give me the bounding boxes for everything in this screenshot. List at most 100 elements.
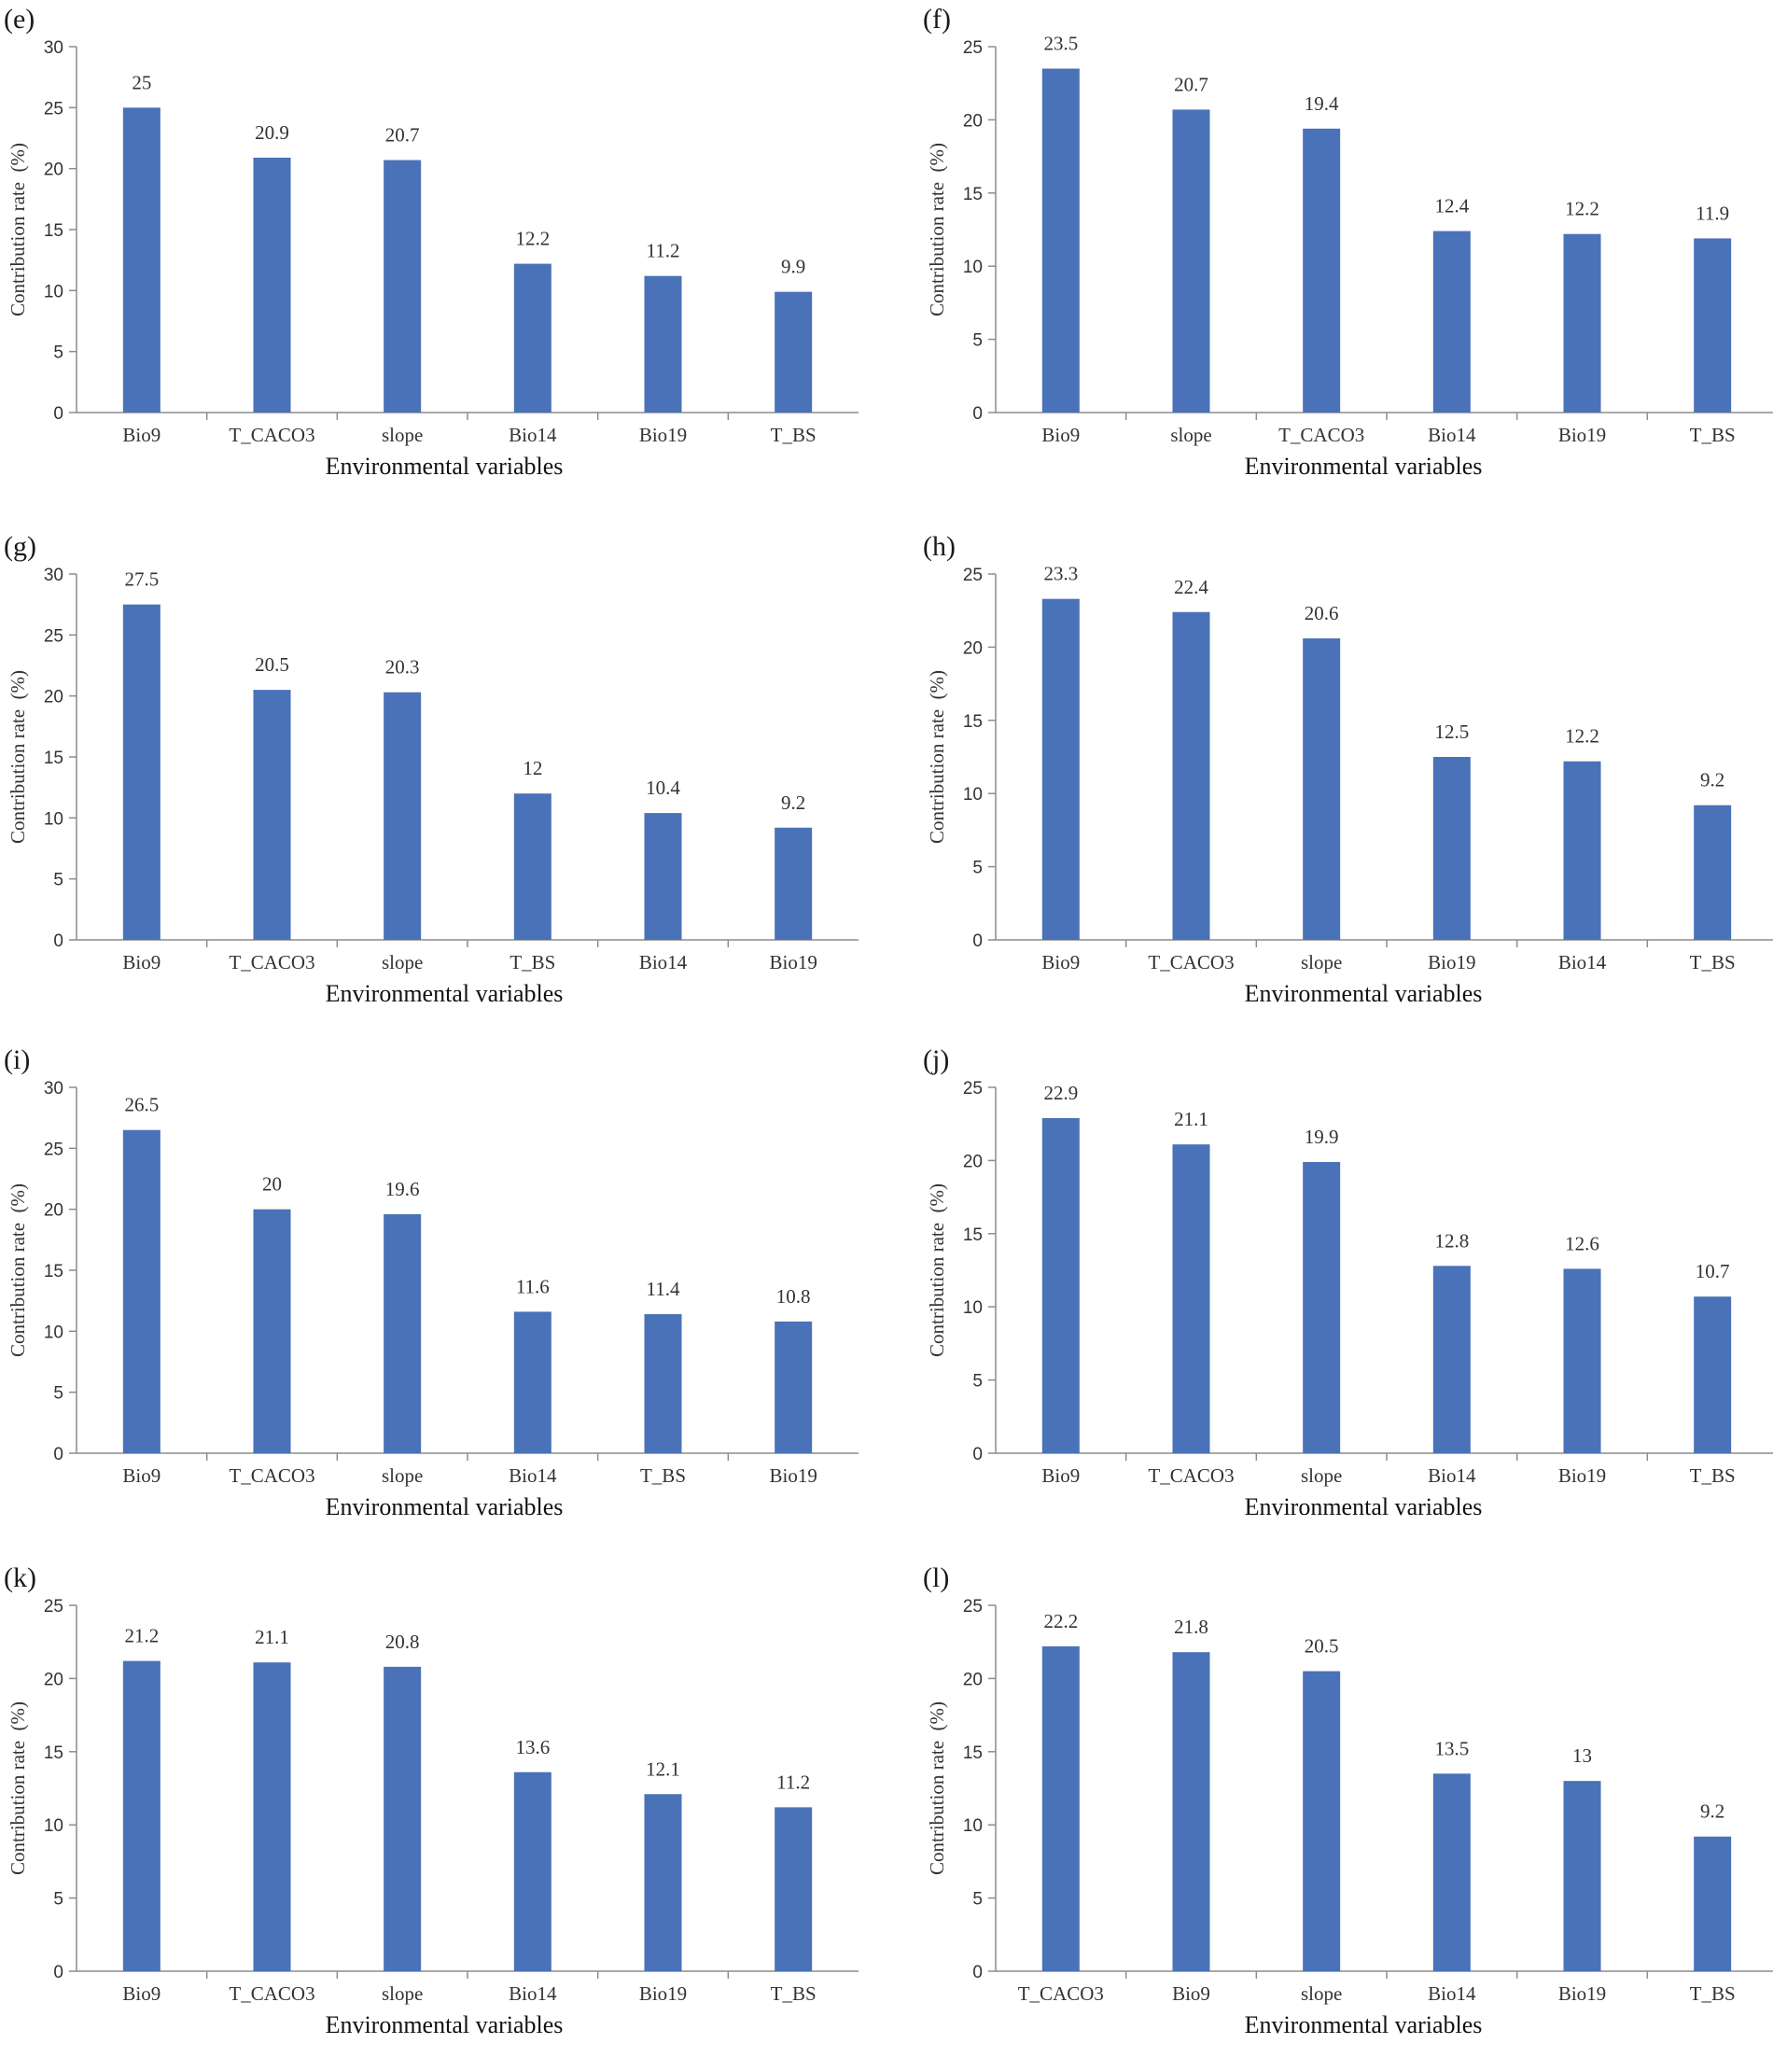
bar — [384, 692, 422, 940]
y-tick-label: 15 — [44, 1262, 63, 1281]
y-tick-label: 0 — [53, 404, 63, 424]
data-label: 9.2 — [1700, 1800, 1724, 1823]
y-tick-label: 5 — [972, 859, 983, 878]
data-label: 22.4 — [1174, 576, 1208, 598]
y-tick-label: 10 — [963, 1298, 983, 1318]
data-label: 13.5 — [1434, 1737, 1469, 1759]
data-label: 13.6 — [515, 1736, 550, 1758]
x-axis-title: Environmental variables — [326, 980, 564, 1007]
chart-panel: (i) 0 5 10 15 20 25 30 26.5 Bio9 20 T_CACO3 19.6 slop… — [0, 1041, 886, 1554]
category-label: Bio14 — [509, 1982, 557, 2005]
y-tick-label: 20 — [963, 638, 983, 658]
chart-panel: (j) 0 5 10 15 20 25 22.9 Bio9 21.1 T_CACO3 19.9 slop… — [919, 1041, 1773, 1554]
bar — [253, 1662, 291, 1971]
y-axis-unit: (%) — [7, 1183, 29, 1212]
chart-panel: (e) 0 5 10 15 20 25 30 25 Bio9 20.9 T_CACO3 20.7 slop… — [0, 0, 886, 513]
data-label: 25 — [132, 71, 151, 93]
bar — [1172, 611, 1210, 940]
y-tick-label: 15 — [963, 1743, 983, 1763]
y-axis-title: Contribution rate (%) — [7, 1183, 29, 1357]
chart-panel: (g) 0 5 10 15 20 25 30 27.5 Bio9 20.5 T_CACO3 20.3 sl… — [0, 527, 886, 1041]
y-tick-label: 20 — [963, 1670, 983, 1689]
data-label: 12.6 — [1565, 1232, 1599, 1254]
y-tick-label: 20 — [44, 1201, 63, 1221]
bar-chart: (f) 0 5 10 15 20 25 23.5 Bio9 20.7 slope 19.4 T_CACO… — [923, 4, 1773, 480]
bar — [122, 107, 161, 413]
chart-panel: (k) 0 5 10 15 20 25 21.2 Bio9 21.1 T_CACO3 20.8 slop… — [0, 1559, 886, 2072]
y-tick-label: 0 — [53, 931, 63, 951]
bar-chart: (e) 0 5 10 15 20 25 30 25 Bio9 20.9 T_CACO3 20.7 slop… — [4, 4, 859, 480]
y-tick-label: 15 — [44, 1743, 63, 1763]
bar — [1041, 68, 1080, 413]
category-label: T_BS — [1690, 1464, 1736, 1487]
y-tick-label: 25 — [44, 1140, 63, 1159]
y-axis-title: Contribution rate (%) — [926, 670, 948, 844]
category-label: slope — [382, 951, 423, 973]
y-tick-label: 5 — [972, 1372, 983, 1392]
data-label: 10.4 — [646, 777, 680, 799]
x-axis-title: Environmental variables — [326, 1493, 564, 1520]
y-axis-unit: (%) — [7, 1701, 29, 1730]
category-label: T_BS — [1690, 951, 1736, 973]
x-axis-title: Environmental variables — [1245, 2011, 1483, 2038]
data-label: 9.9 — [781, 256, 805, 278]
category-label: T_CACO3 — [229, 1464, 314, 1487]
y-tick-label: 30 — [44, 566, 63, 585]
category-label: Bio9 — [122, 951, 161, 973]
y-axis-unit: (%) — [926, 143, 948, 172]
data-label: 19.4 — [1305, 92, 1339, 115]
bar — [513, 793, 551, 940]
data-label: 20.3 — [385, 656, 420, 679]
y-tick-label: 10 — [963, 785, 983, 805]
category-label: slope — [1301, 1982, 1342, 2005]
data-label: 27.5 — [124, 568, 159, 591]
data-label: 21.1 — [255, 1626, 289, 1648]
panel-label: (h) — [923, 531, 956, 562]
data-label: 23.3 — [1043, 563, 1078, 585]
chart-panel: (h) 0 5 10 15 20 25 23.3 Bio9 22.4 T_CACO3 20.6 slop… — [919, 527, 1773, 1041]
data-label: 10.7 — [1696, 1260, 1730, 1282]
y-tick-label: 15 — [963, 1225, 983, 1245]
bar — [1432, 231, 1471, 413]
panel-label: (f) — [923, 4, 951, 35]
y-tick-label: 0 — [972, 1445, 983, 1464]
category-label: T_CACO3 — [1148, 1464, 1234, 1487]
bar-chart: (k) 0 5 10 15 20 25 21.2 Bio9 21.1 T_CACO3 20.8 slop… — [4, 1562, 859, 2038]
category-label: Bio14 — [1558, 951, 1607, 973]
bar — [644, 813, 682, 940]
y-tick-label: 10 — [44, 1323, 63, 1342]
y-axis-title: Contribution rate (%) — [7, 670, 29, 844]
y-tick-label: 30 — [44, 38, 63, 58]
data-label: 20.5 — [1305, 1635, 1339, 1658]
y-tick-label: 25 — [963, 38, 983, 58]
bar — [644, 1794, 682, 1971]
bar-chart: (l) 0 5 10 15 20 25 22.2 T_CACO3 21.8 Bio9 20.5 slop… — [923, 1562, 1773, 2038]
y-tick-label: 20 — [44, 161, 63, 180]
category-label: Bio9 — [122, 1982, 161, 2005]
bar — [122, 1660, 161, 1971]
bar — [1303, 128, 1341, 413]
data-label: 12.1 — [646, 1757, 680, 1780]
bar — [775, 1321, 813, 1453]
bar — [513, 1311, 551, 1453]
panel-label: (i) — [4, 1044, 30, 1075]
category-label: Bio19 — [639, 424, 687, 446]
y-axis-title-text: Contribution rate — [7, 699, 29, 844]
data-label: 11.6 — [516, 1275, 550, 1297]
bar — [384, 1213, 422, 1453]
bar-chart: (j) 0 5 10 15 20 25 22.9 Bio9 21.1 T_CACO3 19.9 slop… — [923, 1044, 1773, 1520]
y-tick-label: 10 — [44, 809, 63, 829]
y-tick-label: 25 — [963, 566, 983, 585]
category-label: slope — [1301, 951, 1342, 973]
category-label: Bio14 — [509, 1464, 557, 1487]
data-label: 12.2 — [1565, 198, 1599, 220]
data-label: 12.5 — [1434, 721, 1469, 743]
y-axis-title-text: Contribution rate — [7, 1730, 29, 1875]
category-label: Bio19 — [769, 951, 817, 973]
category-label: T_CACO3 — [1278, 424, 1364, 446]
data-label: 12 — [523, 757, 542, 779]
y-tick-label: 20 — [44, 1670, 63, 1689]
y-axis-title: Contribution rate (%) — [7, 143, 29, 316]
data-label: 12.2 — [1565, 725, 1599, 748]
bar — [1432, 757, 1471, 940]
